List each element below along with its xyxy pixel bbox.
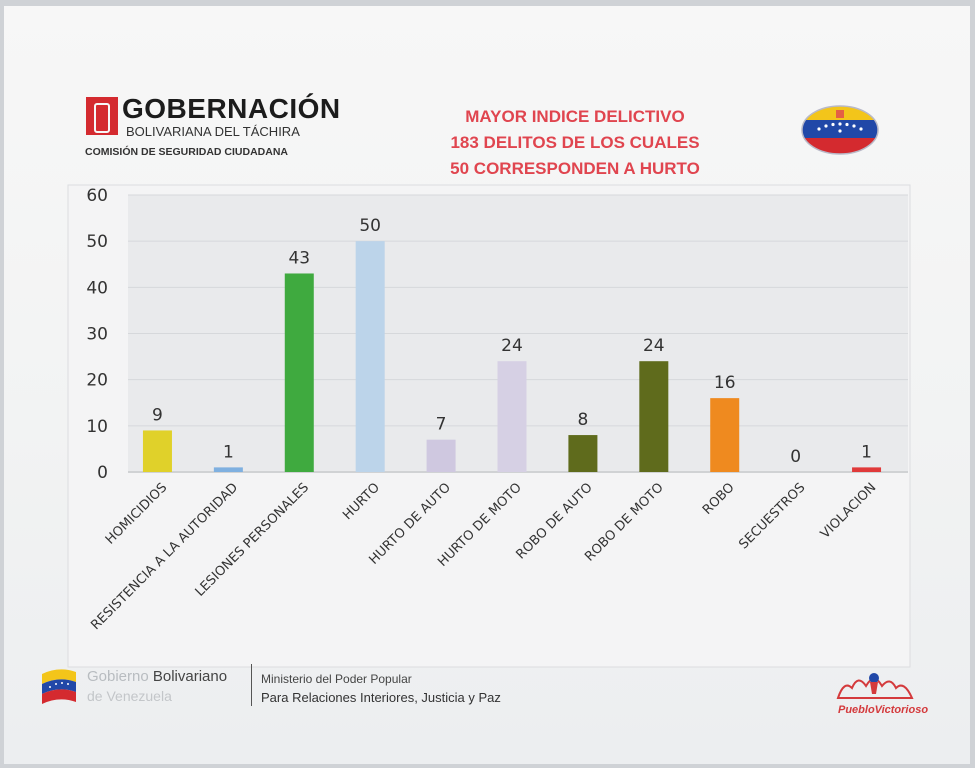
headline-line-1: MAYOR INDICE DELICTIVO xyxy=(465,107,685,126)
footer-gob-prefix: Gobierno xyxy=(87,668,153,685)
bar xyxy=(213,467,243,472)
data-label: 24 xyxy=(643,336,665,356)
headline: MAYOR INDICE DELICTIVO 183 DELITOS DE LO… xyxy=(400,104,750,182)
bar xyxy=(497,361,527,472)
pueblo-victorioso-logo-icon xyxy=(836,673,914,699)
org-title: GOBERNACIÓN xyxy=(122,93,341,124)
venezuela-emblem-icon xyxy=(801,105,879,155)
y-tick-label: 40 xyxy=(86,278,108,298)
bar xyxy=(710,398,740,472)
data-label: 24 xyxy=(501,336,523,356)
pueblo-victorioso-text: PuebloVictorioso xyxy=(838,704,929,716)
data-label: 16 xyxy=(714,373,736,393)
bar xyxy=(142,430,172,472)
y-tick-label: 60 xyxy=(86,186,108,206)
venezuela-flag-icon xyxy=(42,669,76,704)
headline-line-3: 50 CORRESPONDEN A HURTO xyxy=(450,159,700,178)
data-label: 9 xyxy=(152,405,163,425)
footer-gob-bold: Bolivariano xyxy=(152,668,228,685)
data-label: 1 xyxy=(861,442,872,462)
bar xyxy=(639,361,669,472)
footer-ministry-line-2: Para Relaciones Interiores, Justicia y P… xyxy=(261,690,501,705)
data-label: 8 xyxy=(577,410,588,430)
headline-line-2: 183 DELITOS DE LOS CUALES xyxy=(450,133,700,152)
bar xyxy=(355,241,385,472)
footer-government: Gobierno Bolivariano xyxy=(87,668,227,685)
footer-ministry-line-1: Ministerio del Poder Popular xyxy=(261,672,412,686)
bar xyxy=(852,467,882,472)
bar xyxy=(426,439,456,472)
data-label: 50 xyxy=(359,216,381,236)
bar xyxy=(568,435,598,472)
org-commission: COMISIÓN DE SEGURIDAD CIUDADANA xyxy=(85,146,289,158)
data-label: 43 xyxy=(288,248,310,268)
data-label: 0 xyxy=(790,447,801,467)
y-tick-label: 20 xyxy=(86,371,108,391)
org-subtitle: BOLIVARIANA DEL TÁCHIRA xyxy=(126,124,300,139)
gobernacion-logo-icon xyxy=(86,97,118,135)
y-tick-label: 50 xyxy=(86,232,108,252)
footer-country: de Venezuela xyxy=(87,688,172,704)
data-label: 7 xyxy=(436,415,447,435)
y-tick-label: 10 xyxy=(86,417,108,437)
bar xyxy=(284,273,314,472)
y-tick-label: 30 xyxy=(86,325,108,345)
data-label: 1 xyxy=(223,442,234,462)
footer-divider xyxy=(251,664,252,706)
y-tick-label: 0 xyxy=(97,463,108,483)
